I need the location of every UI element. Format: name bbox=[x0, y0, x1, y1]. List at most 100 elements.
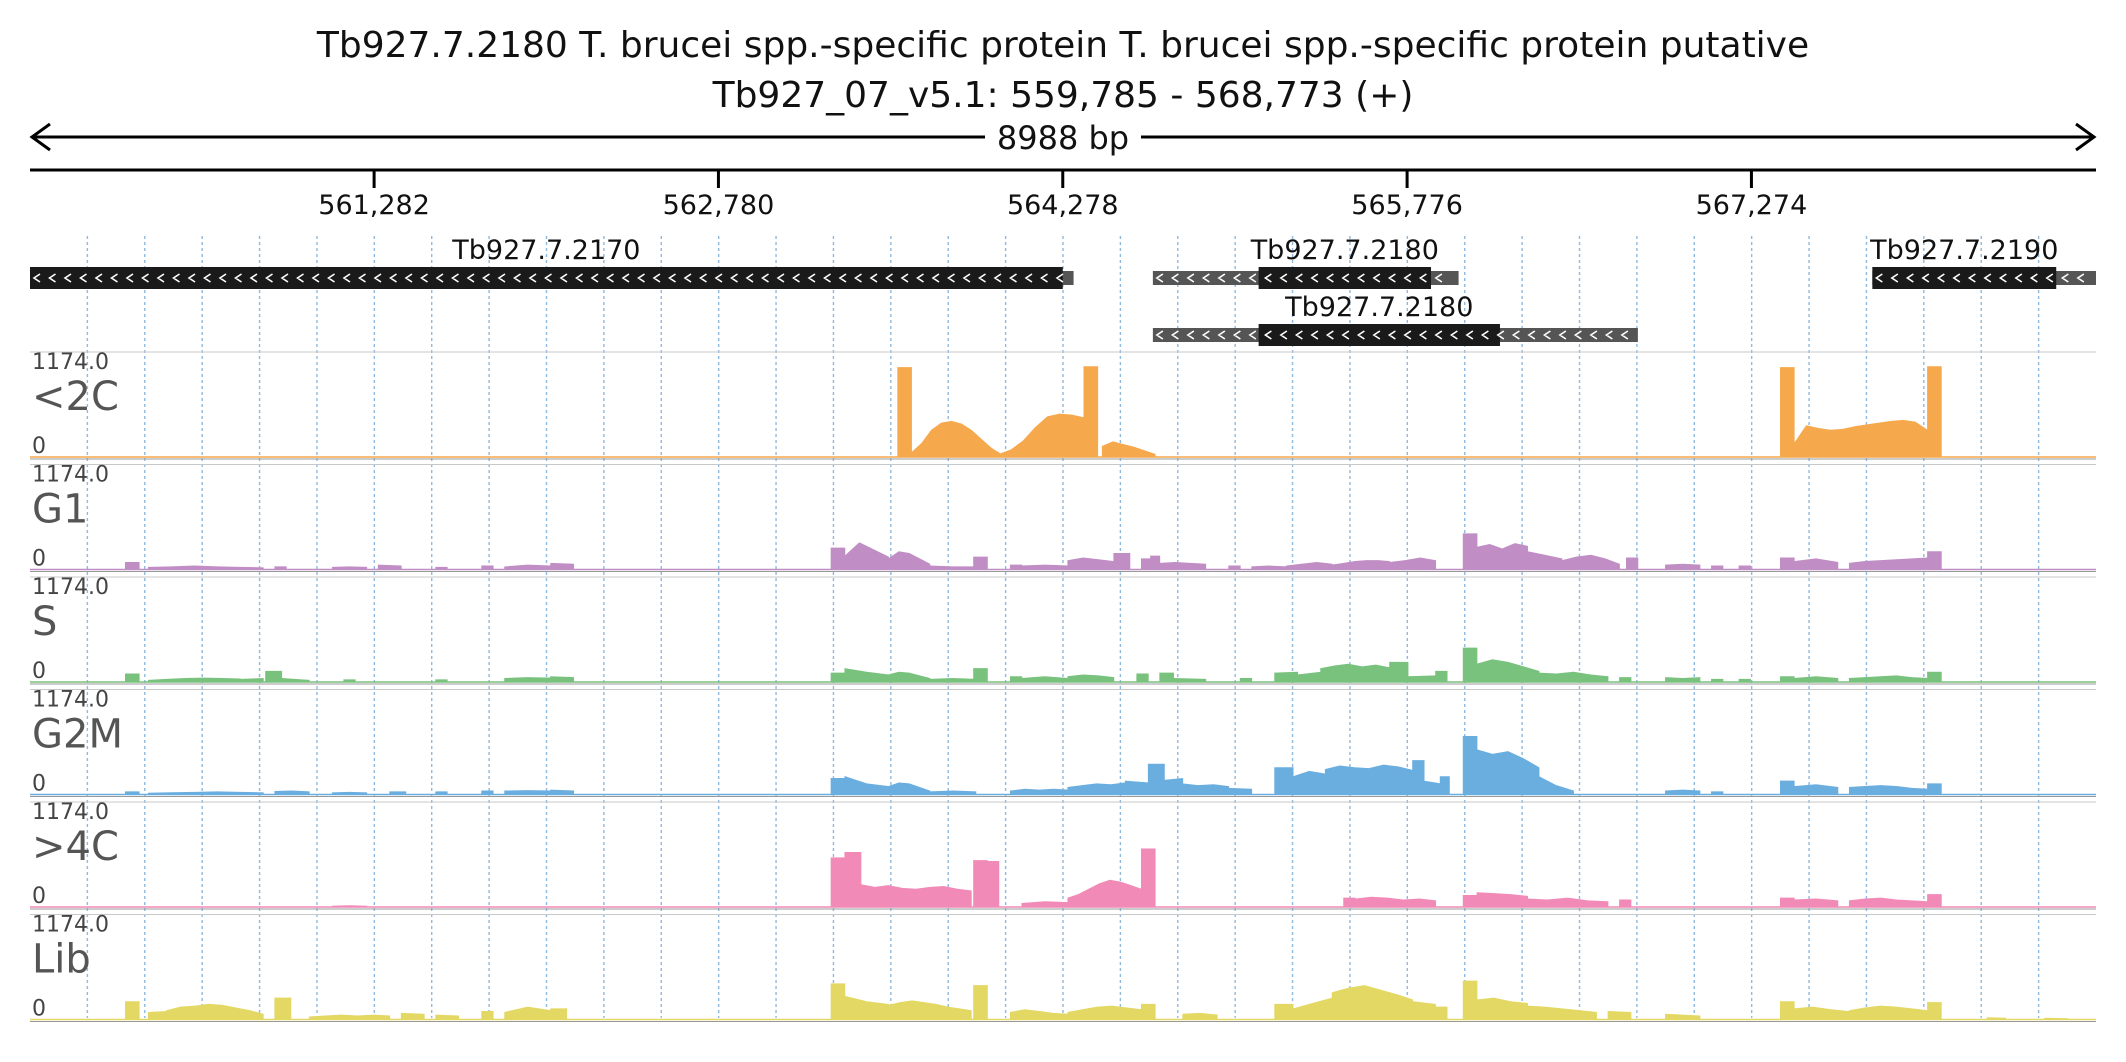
coordinate-axis: 561,282 562,780 564,278 565,776 567,274 bbox=[30, 168, 2096, 221]
coverage-area bbox=[830, 983, 846, 1020]
coverage-area bbox=[1607, 1011, 1632, 1020]
coverage-area bbox=[1435, 670, 1448, 683]
coverage-area bbox=[1780, 897, 1795, 908]
coverage-area bbox=[504, 1006, 552, 1020]
track-name: G2M bbox=[32, 712, 123, 758]
coverage-area bbox=[1067, 879, 1142, 908]
coverage-area bbox=[550, 676, 575, 683]
coverage-area bbox=[1476, 543, 1528, 570]
track-ymin-label: 0 bbox=[32, 772, 46, 797]
span-arrow-right-icon bbox=[2075, 122, 2097, 152]
coverage-area bbox=[1927, 366, 1942, 458]
coverage-area bbox=[1140, 558, 1151, 570]
coverage-area bbox=[124, 1001, 140, 1020]
coverage-area bbox=[1343, 897, 1356, 908]
strand-chevron-icon bbox=[1874, 273, 2085, 283]
coverage-area bbox=[1665, 1013, 1701, 1020]
track-ymax-label: 1174.0 bbox=[32, 688, 109, 713]
track-name: S bbox=[32, 599, 57, 645]
coverage-area bbox=[1462, 735, 1478, 795]
coverage-area bbox=[435, 791, 448, 795]
coverage-area bbox=[1009, 564, 1023, 570]
coverage-area bbox=[911, 420, 1002, 458]
coverage-area bbox=[1848, 897, 1928, 908]
coverage-area bbox=[2044, 1017, 2069, 1020]
track-ymin-label: 0 bbox=[32, 997, 46, 1022]
coverage-area bbox=[1067, 557, 1115, 570]
coverage-area bbox=[830, 778, 846, 795]
coverage-area bbox=[1136, 673, 1149, 683]
coverage-area bbox=[860, 884, 972, 908]
coverage-area bbox=[1793, 1006, 1850, 1020]
coverage-area bbox=[1274, 767, 1294, 795]
coverage-area bbox=[331, 905, 368, 908]
coverage-area bbox=[986, 860, 1000, 908]
coverage-area bbox=[1297, 671, 1322, 683]
coverage-area bbox=[308, 1014, 391, 1020]
coverage-area bbox=[1848, 675, 1928, 683]
coverage-area bbox=[1793, 784, 1839, 795]
gene-model: Tb927.7.2170 bbox=[30, 235, 1074, 289]
coverage-area bbox=[998, 413, 1085, 458]
coverage-area bbox=[481, 1011, 494, 1020]
coverage-area bbox=[481, 565, 494, 570]
coverage-area bbox=[274, 566, 287, 570]
coverage-area bbox=[1848, 785, 1928, 795]
coverage-area bbox=[1113, 553, 1131, 570]
coverage-area bbox=[1163, 777, 1184, 795]
gene-cds bbox=[1872, 267, 2057, 289]
coverage-area bbox=[929, 678, 977, 683]
coverage-area bbox=[389, 791, 407, 795]
coverage-area bbox=[1354, 896, 1437, 908]
coverage-area bbox=[1738, 678, 1751, 683]
coverage-area bbox=[1021, 564, 1069, 570]
gene-track: Tb927.7.2170 Tb927.7.2180 Tb927.7.2190 Tb92… bbox=[30, 235, 2096, 346]
coverage-area bbox=[1462, 980, 1478, 1020]
coverage-area bbox=[1021, 676, 1069, 683]
coverage-area bbox=[1927, 894, 1942, 908]
coverage-track: 1174.0>4C 0 bbox=[30, 800, 2096, 910]
coverage-area bbox=[1711, 791, 1724, 795]
track-ymax-label: 1174.0 bbox=[32, 463, 109, 488]
coverage-area bbox=[147, 565, 264, 570]
coverage-area bbox=[1780, 367, 1795, 458]
coverage-area bbox=[1780, 780, 1795, 795]
coverage-area bbox=[1159, 672, 1174, 683]
coverage-area bbox=[973, 985, 988, 1020]
coverage-area bbox=[1780, 557, 1795, 570]
coverage-area bbox=[1009, 1009, 1069, 1020]
track-name: G1 bbox=[32, 487, 88, 533]
coverage-area bbox=[844, 776, 889, 795]
coverage-area bbox=[281, 677, 310, 683]
coverage-area bbox=[844, 542, 889, 570]
coverage-area bbox=[1389, 661, 1409, 683]
coverage-area bbox=[888, 671, 931, 683]
coverage-area bbox=[1711, 565, 1724, 570]
strand-chevron-icon bbox=[1155, 330, 1629, 340]
coverage-area bbox=[504, 677, 552, 683]
track-name: <2C bbox=[32, 374, 119, 420]
coverage-area bbox=[830, 672, 846, 683]
coverage-area bbox=[1619, 677, 1632, 683]
coverage-area bbox=[1665, 677, 1701, 683]
vertical-gridlines bbox=[86, 236, 2040, 1018]
axis-tick-label: 565,776 bbox=[1351, 190, 1463, 221]
coverage-area bbox=[550, 1008, 568, 1020]
coverage-area bbox=[1182, 1012, 1218, 1020]
track-ymin-label: 0 bbox=[32, 547, 46, 572]
track-name: >4C bbox=[32, 824, 119, 870]
coverage-area bbox=[888, 1000, 972, 1020]
coverage-area bbox=[844, 995, 889, 1020]
coverage-area bbox=[1274, 1003, 1294, 1020]
coverage-area bbox=[1476, 997, 1528, 1020]
coverage-area bbox=[147, 791, 264, 795]
coverage-track: 1174.0<2C 0 bbox=[30, 350, 2096, 460]
coverage-area bbox=[1619, 899, 1632, 908]
coverage-area bbox=[331, 566, 368, 570]
coverage-area bbox=[1124, 780, 1149, 795]
coverage-area bbox=[435, 566, 448, 570]
coverage-area bbox=[1101, 441, 1156, 458]
coverage-area bbox=[481, 790, 494, 795]
coverage-area bbox=[1173, 678, 1207, 683]
